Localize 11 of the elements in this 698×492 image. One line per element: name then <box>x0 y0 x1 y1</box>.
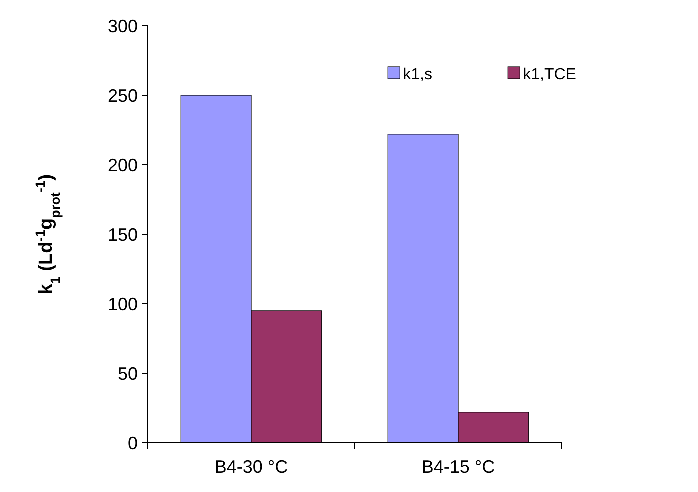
y-tick-label: 0 <box>128 433 138 454</box>
x-tick-label: B4-15 °C <box>422 457 496 477</box>
y-tick-label: 150 <box>108 224 138 245</box>
x-tick-label: B4-30 °C <box>214 457 288 477</box>
y-tick-label: 250 <box>108 86 138 106</box>
legend-label: k1,TCE <box>523 66 576 84</box>
y-tick-label: 50 <box>118 364 138 384</box>
y-tick-label: 100 <box>108 294 138 314</box>
y-tick-label: 300 <box>108 16 138 36</box>
legend-label: k1,s <box>403 66 432 84</box>
y-tick-label: 200 <box>108 155 138 176</box>
